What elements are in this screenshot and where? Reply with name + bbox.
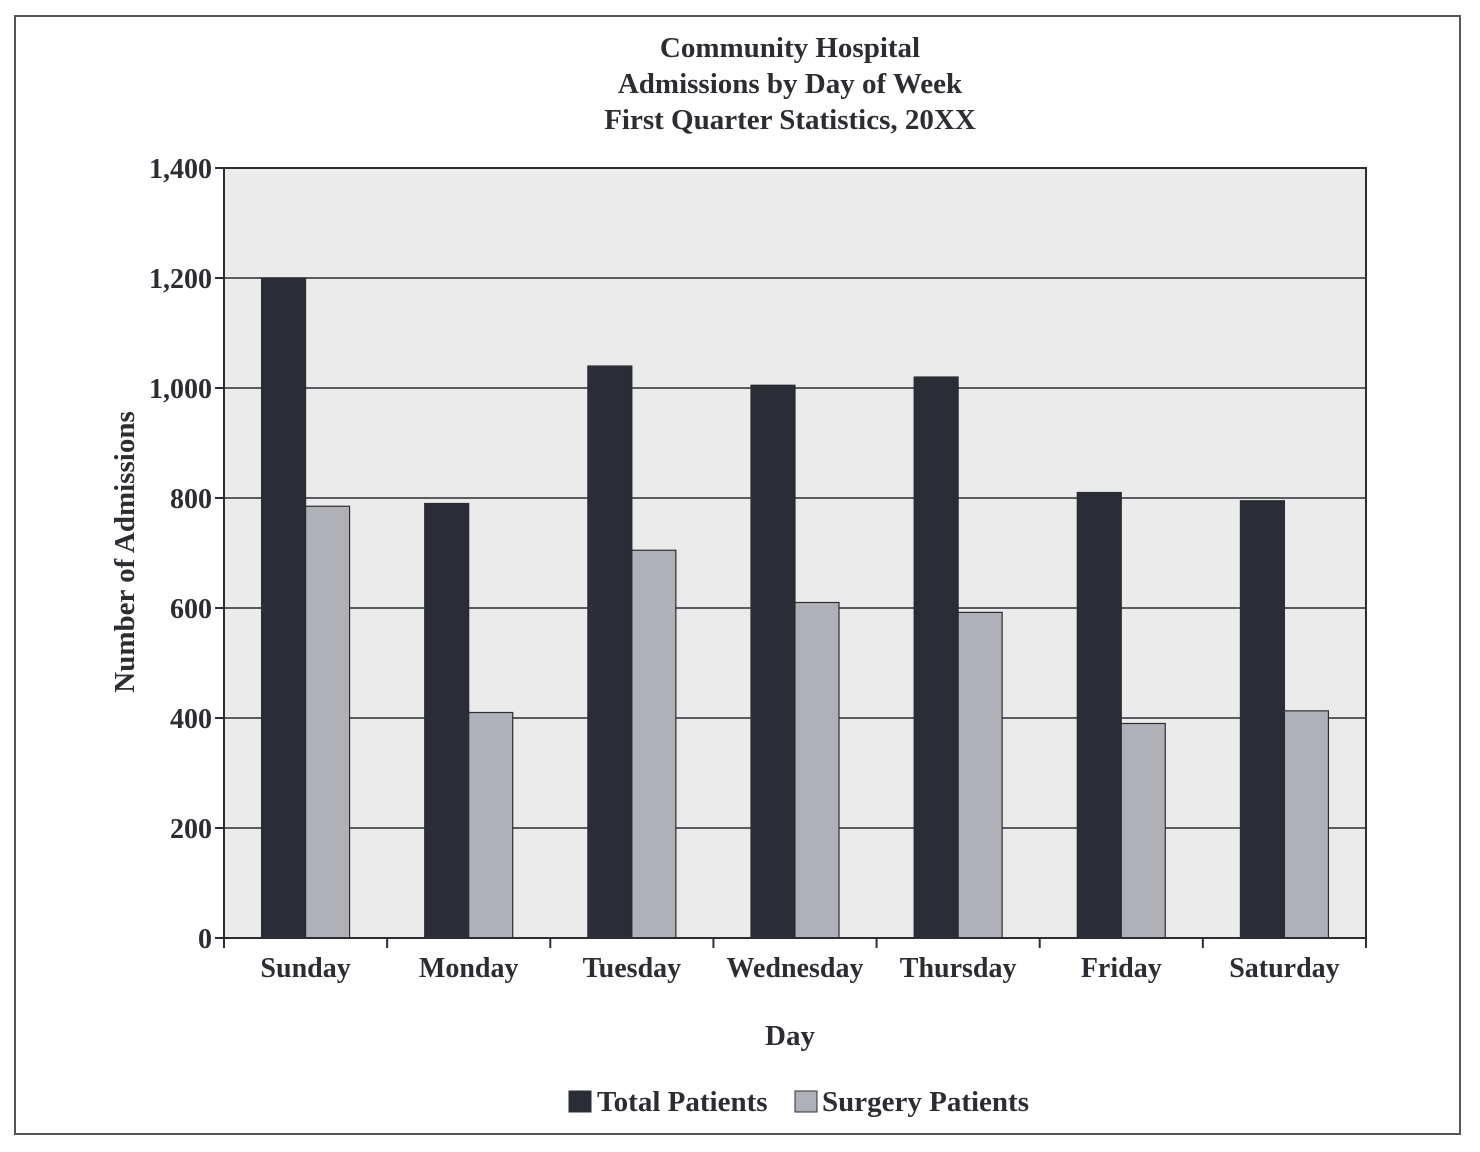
y-tick-label: 200	[170, 814, 212, 845]
bar-surgery-patients-monday	[468, 711, 514, 939]
x-tick-label-wednesday: Wednesday	[727, 953, 864, 984]
bar-total-patients-friday	[1076, 491, 1122, 939]
y-tick-label: 1,200	[149, 264, 212, 295]
x-tick-label-thursday: Thursday	[900, 953, 1017, 984]
legend: Total Patients Surgery Patients	[568, 1086, 1029, 1118]
bar-total-patients-thursday	[913, 376, 959, 939]
bar-total-patients-wednesday	[750, 384, 796, 939]
x-tick-label-saturday: Saturday	[1229, 953, 1339, 984]
y-axis-title: Number of Admissions	[109, 411, 141, 692]
y-tick-label: 1,400	[149, 154, 212, 185]
bar-surgery-patients-sunday	[304, 505, 351, 939]
legend-label-total-patients: Total Patients	[597, 1086, 768, 1118]
chart-title-line-2: Admissions by Day of Week	[618, 68, 963, 100]
bar-surgery-patients-tuesday	[631, 549, 677, 939]
chart-title-line-1: Community Hospital	[660, 32, 920, 64]
x-axis-title: Day	[765, 1020, 815, 1052]
chart-title: Community Hospital Admissions by Day of …	[604, 32, 976, 136]
bar-total-patients-saturday	[1239, 500, 1286, 939]
x-tick-label-sunday: Sunday	[260, 953, 350, 984]
y-tick-label: 0	[198, 924, 212, 955]
bar-surgery-patients-friday	[1120, 722, 1166, 939]
legend-label-surgery-patients: Surgery Patients	[822, 1086, 1029, 1118]
x-tick-label-tuesday: Tuesday	[583, 953, 682, 984]
bar-surgery-patients-wednesday	[794, 601, 840, 939]
bar-surgery-patients-thursday	[957, 611, 1003, 939]
y-tick-label: 800	[170, 484, 212, 515]
y-axis-tick-labels: 0 200 400 600 800 1,000 1,200 1,400	[149, 154, 212, 955]
bar-total-patients-sunday	[260, 277, 307, 939]
chart-title-line-3: First Quarter Statistics, 20XX	[604, 104, 976, 136]
x-tick-label-monday: Monday	[419, 953, 519, 984]
bar-surgery-patients-saturday	[1283, 710, 1330, 939]
x-tick-label-friday: Friday	[1081, 953, 1162, 984]
legend-swatch-surgery-patients	[794, 1090, 818, 1113]
x-axis-tick-labels: Sunday Monday Tuesday Wednesday Thursday Frid…	[260, 953, 1339, 984]
axes	[215, 167, 1367, 948]
y-tick-label: 400	[170, 704, 212, 735]
bar-total-patients-monday	[424, 502, 470, 939]
legend-swatch-total-patients	[568, 1090, 592, 1113]
y-tick-label: 1,000	[149, 374, 212, 405]
y-tick-label: 600	[170, 594, 212, 625]
bar-total-patients-tuesday	[587, 365, 633, 939]
bars	[260, 277, 1330, 939]
